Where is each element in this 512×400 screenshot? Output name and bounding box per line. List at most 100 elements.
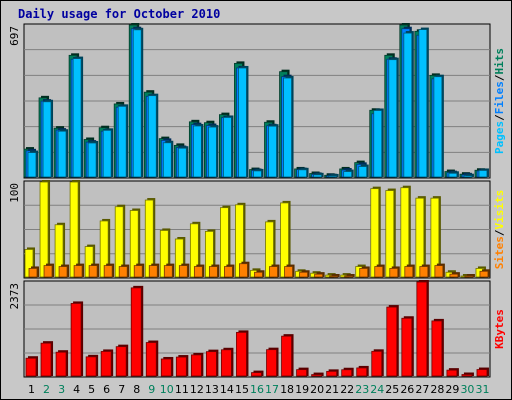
bar-pages-day-24 — [373, 110, 383, 178]
bar-pages-day-23 — [358, 166, 368, 178]
bar-kbytes-day-28 — [431, 320, 443, 377]
bar-sites-day-6 — [103, 265, 113, 278]
bar-sites-day-21-shadow — [331, 274, 340, 277]
legend-entry-kbytes: KBytes — [493, 309, 506, 349]
x-tick-label-day-12: 12 — [190, 383, 204, 396]
bar-kbytes-day-1 — [25, 357, 37, 377]
bar-sites-day-12 — [193, 266, 203, 278]
bar-visits-day-24 — [370, 188, 380, 278]
bar-sites-day-21 — [329, 275, 339, 278]
bar-kbytes-day-6 — [100, 351, 112, 377]
bar-kbytes-day-4 — [70, 303, 82, 377]
bar-kbytes-day-21 — [326, 370, 338, 377]
x-tick-label-day-4: 4 — [73, 383, 80, 396]
legend-entry-hits: Hits — [493, 48, 506, 75]
legend-entry-visits: Visits — [493, 190, 506, 230]
bar-sites-day-5 — [88, 265, 98, 278]
bar-pages-day-7 — [117, 105, 127, 178]
x-tick-label-day-10: 10 — [160, 383, 174, 396]
bar-kbytes-day-9 — [145, 342, 157, 377]
bar-sites-day-27 — [419, 266, 429, 278]
bar-sites-day-10 — [163, 265, 173, 278]
bar-pages-day-29 — [448, 172, 458, 178]
bar-kbytes-day-31 — [476, 369, 488, 377]
bar-kbytes-day-13 — [205, 351, 217, 377]
bar-pages-day-19 — [298, 169, 307, 178]
x-tick-label-day-14: 14 — [220, 383, 234, 396]
bar-pages-day-6 — [102, 129, 112, 178]
bar-pages-day-17 — [268, 125, 277, 178]
bar-pages-day-16 — [253, 170, 262, 178]
bar-sites-day-19 — [299, 271, 308, 278]
bar-sites-day-9 — [148, 265, 158, 278]
bar-kbytes-day-19 — [296, 369, 307, 377]
x-tick-label-day-15: 15 — [235, 383, 249, 396]
x-tick-label-day-22: 22 — [340, 383, 354, 396]
bar-kbytes-day-18 — [281, 335, 292, 377]
bar-kbytes-day-29 — [446, 369, 458, 377]
bar-pages-day-30 — [463, 175, 473, 178]
bar-kbytes-day-11 — [175, 356, 187, 377]
legend-separator: / — [493, 229, 506, 236]
legend-separator: / — [493, 74, 506, 81]
x-tick-label-day-31: 31 — [475, 383, 489, 396]
bar-pages-day-4 — [72, 58, 82, 178]
bar-sites-day-2 — [43, 265, 53, 278]
bar-visits-day-25 — [385, 190, 395, 278]
bar-pages-day-31 — [478, 170, 488, 178]
bar-pages-day-15 — [238, 67, 247, 178]
bar-kbytes-day-27 — [416, 281, 428, 377]
x-tick-label-day-27: 27 — [415, 383, 429, 396]
bar-sites-day-26 — [404, 266, 414, 278]
bar-kbytes-day-14 — [221, 349, 232, 377]
bar-kbytes-day-20 — [311, 374, 323, 377]
bar-visits-day-26 — [400, 187, 410, 278]
bar-kbytes-day-5 — [85, 356, 97, 377]
bar-pages-day-21 — [328, 175, 338, 178]
bar-kbytes-day-3 — [55, 351, 67, 377]
bar-sites-day-16 — [254, 271, 263, 278]
bar-pages-day-11 — [177, 147, 187, 178]
legend-separator: / — [493, 114, 506, 121]
bar-pages-day-25 — [388, 59, 398, 178]
bar-sites-day-20 — [314, 273, 324, 278]
bar-pages-day-20 — [313, 174, 323, 178]
legend-entry-pages: Pages — [493, 121, 506, 154]
bar-sites-day-24 — [374, 266, 384, 278]
bar-pages-day-14 — [223, 117, 232, 178]
bar-sites-day-3 — [58, 266, 68, 278]
bar-sites-day-11 — [178, 265, 188, 278]
bar-sites-day-13 — [208, 266, 218, 278]
bar-sites-day-1 — [28, 268, 38, 278]
bar-sites-day-18 — [284, 266, 293, 278]
x-tick-label-day-13: 13 — [205, 383, 219, 396]
x-tick-label-day-25: 25 — [385, 383, 399, 396]
bar-visits-day-2 — [39, 181, 49, 278]
bar-pages-day-13 — [207, 126, 217, 178]
bar-sites-day-25 — [389, 268, 399, 278]
bar-kbytes-day-23 — [356, 367, 368, 377]
bar-pages-day-28 — [433, 76, 443, 178]
bar-kbytes-day-22 — [341, 369, 353, 377]
bar-kbytes-day-17 — [266, 349, 277, 377]
y-max-label-kbytes: 2373 — [8, 283, 21, 310]
bar-kbytes-day-16 — [251, 372, 262, 377]
x-tick-label-day-5: 5 — [88, 383, 95, 396]
legend-label-visits-sites: Sites/Visits — [493, 190, 506, 270]
legend-label-kbytes: KBytes — [493, 309, 506, 349]
bar-kbytes-day-24 — [371, 350, 383, 377]
bar-sites-day-30 — [464, 275, 474, 278]
bar-visits-day-4 — [69, 181, 79, 278]
legend-entry-files: Files — [493, 81, 506, 114]
bar-sites-day-7 — [118, 266, 128, 278]
x-tick-label-day-24: 24 — [370, 383, 384, 396]
x-tick-label-day-28: 28 — [430, 383, 444, 396]
bar-sites-day-14 — [224, 266, 233, 278]
bar-kbytes-day-12 — [190, 354, 202, 377]
x-tick-label-day-1: 1 — [28, 383, 35, 396]
y-max-label-hits-files-pages: 697 — [8, 26, 21, 46]
bar-sites-day-29 — [449, 273, 459, 278]
bar-pages-day-27 — [418, 29, 428, 178]
bar-kbytes-day-10 — [160, 358, 172, 377]
